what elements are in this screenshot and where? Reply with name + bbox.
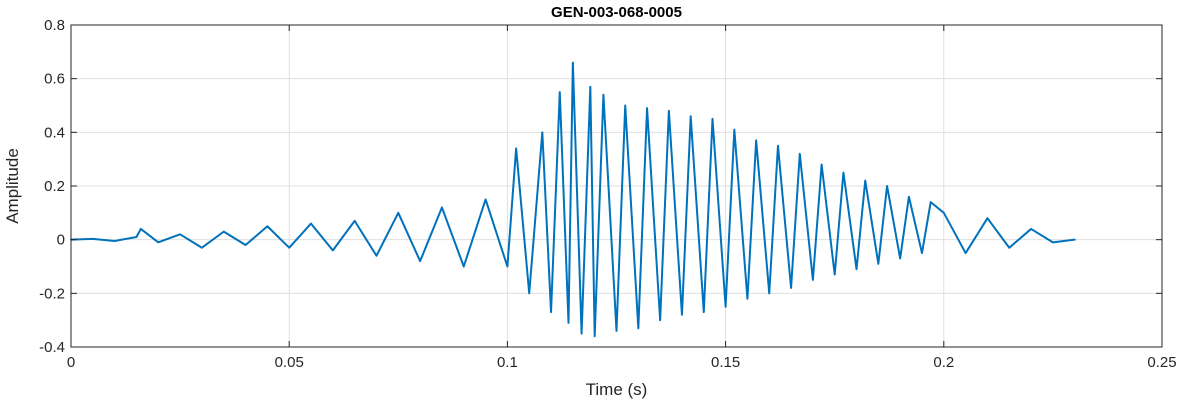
y-axis-label: Amplitude [3, 148, 22, 224]
y-tick-label: -0.2 [39, 285, 65, 302]
y-tick-label: 0.8 [44, 17, 65, 34]
y-tick-label: -0.4 [39, 339, 65, 356]
x-tick-label: 0 [67, 354, 75, 371]
waveform-trace-0 [70, 61, 1076, 338]
y-tick-label: 0.6 [44, 71, 65, 88]
x-tick-label: 0.25 [1147, 354, 1176, 371]
y-tick-label: 0 [57, 232, 65, 249]
chart-title: GEN-003-068-0005 [551, 4, 682, 21]
y-tick-label: 0.2 [44, 178, 65, 195]
x-tick-label: 0.05 [275, 354, 304, 371]
y-tick-label: 0.4 [44, 124, 65, 141]
x-axis-label: Time (s) [586, 380, 648, 399]
x-tick-label: 0.1 [497, 354, 518, 371]
x-tick-label: 0.2 [933, 354, 954, 371]
trace-layer [70, 61, 1076, 338]
tick-layer: 0 0.05 0.1 0.15 0.2 0.25 -0.4 -0.2 0 0.2 0.4 0.6 0.8 [39, 17, 1176, 371]
x-tick-label: 0.15 [711, 354, 740, 371]
